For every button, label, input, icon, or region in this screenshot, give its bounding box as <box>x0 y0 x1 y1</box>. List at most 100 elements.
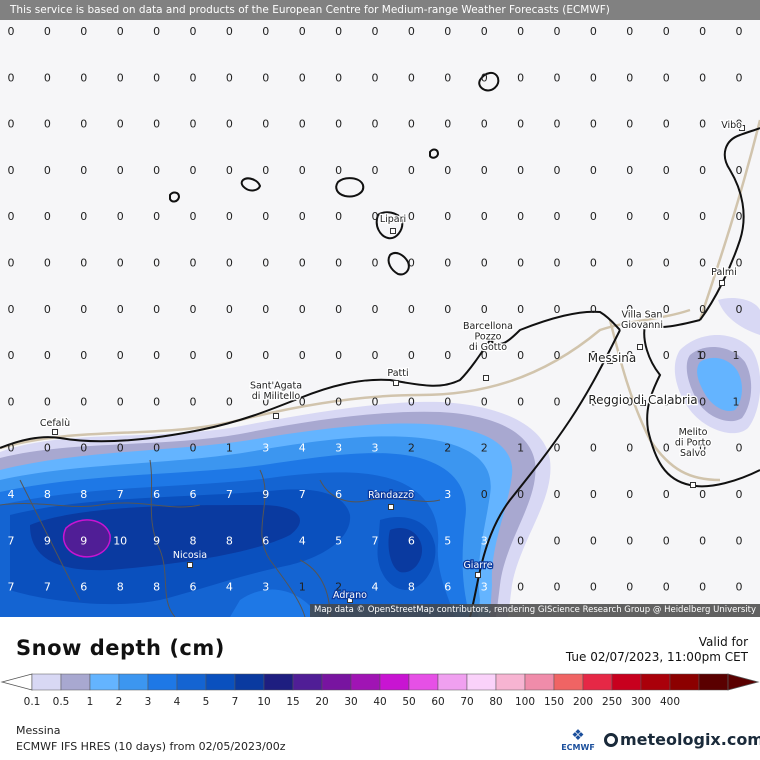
ecmwf-banner: This service is based on data and produc… <box>0 0 760 20</box>
grid-value: 8 <box>117 581 124 594</box>
city-label: Villa San Giovanni <box>621 310 663 332</box>
grid-value: 0 <box>481 257 488 270</box>
grid-value: 8 <box>153 581 160 594</box>
grid-value: 0 <box>626 349 633 362</box>
grid-value: 0 <box>408 257 415 270</box>
grid-value: 0 <box>190 118 197 131</box>
legend-tick-label: 5 <box>203 696 210 708</box>
grid-value: 0 <box>44 442 51 455</box>
legend-tick-label: 100 <box>515 696 535 708</box>
legend-tick-label: 150 <box>544 696 564 708</box>
legend-swatch <box>640 673 671 691</box>
grid-value: 0 <box>626 303 633 316</box>
city-label: Melito di Porto Salvo <box>675 427 712 459</box>
legend-tick-label: 30 <box>344 696 357 708</box>
grid-value: 0 <box>554 25 561 38</box>
grid-value: 0 <box>444 349 451 362</box>
grid-value: 0 <box>117 71 124 84</box>
grid-value: 0 <box>736 581 743 594</box>
grid-value: 0 <box>190 349 197 362</box>
legend-swatch <box>437 673 468 691</box>
grid-value: 0 <box>262 303 269 316</box>
grid-value: 0 <box>663 71 670 84</box>
grid-value: 7 <box>299 488 306 501</box>
snow-depth-map: 0 0 0 0 0 0 0 0 0 0 0 0 0 0 0 0 0 0 0 0 0 0 0 0 0 0 0 0 0 0 0 0 0 0 0 0 0 0 0 0… <box>0 25 760 617</box>
grid-value: 0 <box>80 25 87 38</box>
grid-value: 0 <box>590 488 597 501</box>
grid-value: 0 <box>408 118 415 131</box>
ecmwf-logo-text: ECMWF <box>561 743 595 752</box>
grid-value: 0 <box>335 25 342 38</box>
grid-value: 1 <box>299 581 306 594</box>
city-label: Vibo <box>721 120 742 131</box>
legend-swatch <box>292 673 323 691</box>
legend-tick-label: 70 <box>460 696 473 708</box>
grid-value: 0 <box>299 395 306 408</box>
city-label: Adrano <box>333 590 367 601</box>
grid-value: 0 <box>444 118 451 131</box>
grid-value: 0 <box>372 395 379 408</box>
grid-value: 0 <box>626 534 633 547</box>
grid-value: 0 <box>408 164 415 177</box>
grid-value: 0 <box>372 303 379 316</box>
model-run: ECMWF IFS HRES (10 days) from 02/05/2023… <box>16 740 286 753</box>
grid-value: 0 <box>699 442 706 455</box>
grid-value: 0 <box>481 25 488 38</box>
legend-tick-label: 4 <box>174 696 181 708</box>
grid-value: 6 <box>335 488 342 501</box>
grid-value: 0 <box>44 210 51 223</box>
grid-value: 0 <box>626 210 633 223</box>
grid-value: 0 <box>481 210 488 223</box>
grid-value: 0 <box>663 164 670 177</box>
grid-value: 0 <box>663 349 670 362</box>
grid-value: 0 <box>408 25 415 38</box>
city-label: Barcellona Pozzo di Gotto <box>463 321 513 353</box>
city-label: Patti <box>387 368 408 379</box>
grid-value: 0 <box>80 164 87 177</box>
grid-value: 7 <box>8 534 15 547</box>
grid-value: 0 <box>117 118 124 131</box>
legend-swatch <box>611 673 642 691</box>
grid-value: 0 <box>663 581 670 594</box>
grid-value: 4 <box>299 534 306 547</box>
meteologix-logo[interactable]: meteologix.com <box>604 730 760 749</box>
province-borders <box>0 459 441 617</box>
grid-value: 3 <box>481 534 488 547</box>
grid-value: 2 <box>335 581 342 594</box>
grid-value: 1 <box>226 442 233 455</box>
map-attribution: Map data © OpenStreetMap contributors, r… <box>310 604 760 617</box>
grid-value: 0 <box>8 349 15 362</box>
grid-value: 0 <box>554 164 561 177</box>
snow-depth-values: 0 0 0 0 0 0 0 0 0 0 0 0 0 0 0 0 0 0 0 0 0 0 0 0 0 0 0 0 0 0 0 0 0 0 0 0 0 0 0 0… <box>8 25 743 594</box>
city-label: Randazzo <box>368 490 414 501</box>
grid-value: 0 <box>736 164 743 177</box>
legend-tick-label: 0.5 <box>53 696 70 708</box>
grid-value: 6 <box>80 581 87 594</box>
grid-value: 3 <box>262 442 269 455</box>
grid-value: 0 <box>663 303 670 316</box>
grid-value: 0 <box>372 164 379 177</box>
legend-tick-label: 2 <box>116 696 123 708</box>
grid-value: 0 <box>626 442 633 455</box>
grid-value: 0 <box>736 534 743 547</box>
grid-value: 0 <box>190 395 197 408</box>
grid-value: 0 <box>153 71 160 84</box>
grid-value: 0 <box>226 25 233 38</box>
city-label: Lipari <box>380 214 406 225</box>
city-label: Nicosia <box>173 550 207 561</box>
legend-tick-label: 200 <box>573 696 593 708</box>
grid-value: 6 <box>262 534 269 547</box>
grid-value: 0 <box>699 534 706 547</box>
grid-value: 0 <box>190 442 197 455</box>
legend-tick-label: 80 <box>489 696 502 708</box>
legend-colorbar: 0.1 0.5 1 2 3 4 5 7 10 15 20 30 40 50 60 70 80 100 150 200 2… <box>0 673 760 708</box>
grid-value: 0 <box>335 71 342 84</box>
legend-tick-label: 400 <box>660 696 680 708</box>
grid-value: 0 <box>481 118 488 131</box>
grid-value: 0 <box>590 303 597 316</box>
grid-value: 0 <box>626 164 633 177</box>
grid-value: 0 <box>517 349 524 362</box>
grid-value: 0 <box>190 257 197 270</box>
grid-value: 0 <box>626 118 633 131</box>
city-label: Cefalù <box>40 418 70 429</box>
